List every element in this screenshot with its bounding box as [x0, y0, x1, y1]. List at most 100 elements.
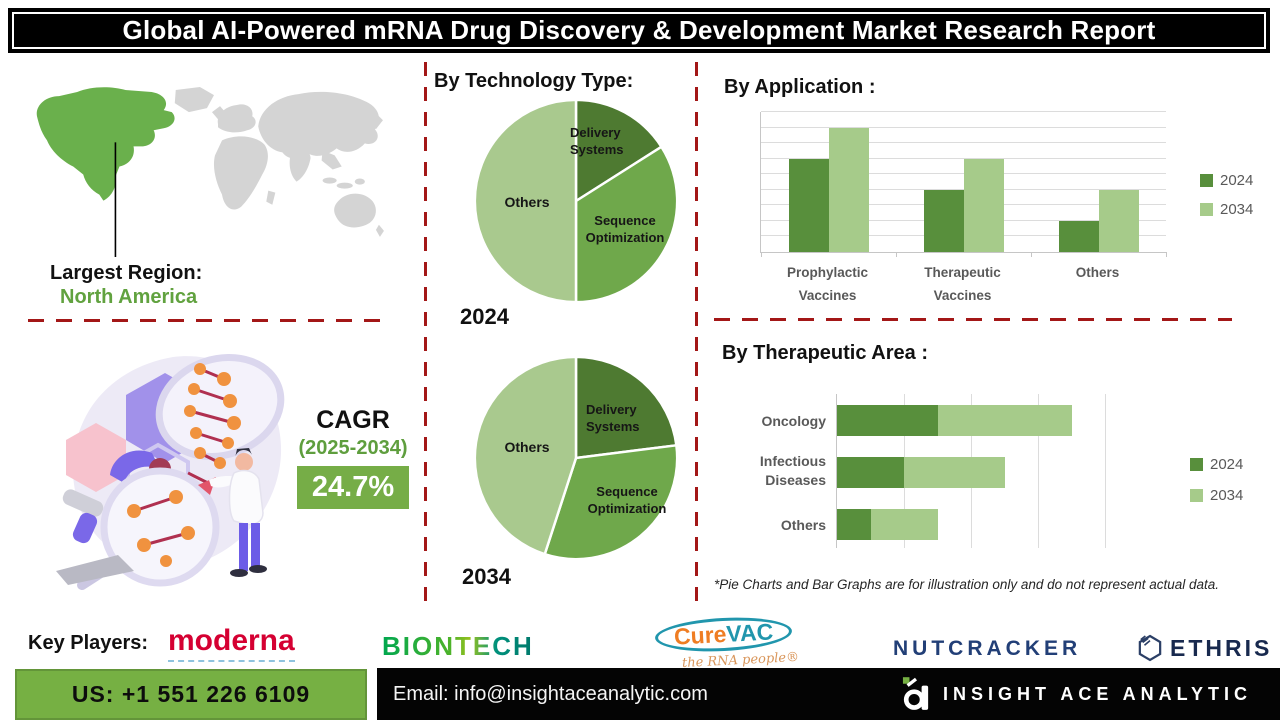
phone-bar[interactable]: US: +1 551 226 6109 [15, 669, 367, 720]
pie-slice-others [473, 355, 578, 556]
gridline [761, 126, 1166, 128]
magnifier-lens-bottom-icon [100, 467, 220, 587]
cagr-label: CAGR [316, 406, 390, 434]
legend-item: 2024 [1200, 172, 1253, 189]
legend-item: 2024 [1190, 456, 1243, 473]
gridline [761, 111, 1166, 112]
axis-tick [1166, 252, 1167, 257]
bar-2024 [1058, 220, 1099, 252]
therapeutic-stacked-bar-chart [836, 394, 1107, 548]
segment-2034 [870, 509, 938, 540]
divider-vertical-1 [424, 62, 427, 602]
robot-claw-icon [110, 450, 160, 483]
bar-2034 [963, 158, 1004, 252]
category-label: Therapeutic Vaccines [924, 265, 1001, 303]
pie-chart-technology-2034: Delivery Systems Sequence Optimization O… [470, 352, 682, 564]
title-border: Global AI-Powered mRNA Drug Discovery & … [12, 12, 1266, 49]
bar-group-prophylactic-vaccines [761, 112, 896, 252]
legend-swatch-2034 [1190, 489, 1203, 502]
microscope-base [56, 555, 134, 585]
insight-ace-analytic-icon [902, 677, 929, 710]
bar-group-therapeutic-vaccines [896, 112, 1031, 252]
largest-region-value: North America [60, 286, 198, 308]
pie-slice-label: Others [504, 194, 550, 210]
category-label: Others [1075, 265, 1120, 280]
email-address[interactable]: Email: info@insightaceanalytic.com [393, 682, 708, 705]
curevac-text-pre: Cure [673, 620, 727, 650]
microscope-arm [72, 512, 98, 544]
legend-item: 2034 [1200, 201, 1253, 218]
largest-region-label: Largest Region: [50, 262, 203, 284]
scientist-figure [198, 448, 267, 577]
divider-right-horizontal [714, 318, 1232, 321]
axis-tick [895, 252, 897, 257]
pie-slice-delivery-systems [574, 98, 663, 203]
map-north-america-highlight [36, 87, 175, 201]
title-bar: Global AI-Powered mRNA Drug Discovery & … [8, 8, 1270, 53]
pie-slice-others [473, 98, 578, 304]
cagr-block: CAGR (2025-2034) 24.7% [288, 406, 418, 509]
pie-slice-sequence-optimization [543, 444, 679, 561]
gridline [761, 157, 1166, 159]
legend-label: 2034 [1210, 487, 1244, 504]
disclaimer-footnote: *Pie Charts and Bar Graphs are for illus… [714, 577, 1220, 592]
cagr-period: (2025-2034) [298, 437, 408, 459]
pie-year-2034: 2034 [462, 564, 511, 589]
moderna-logo: moderna [168, 626, 295, 662]
key-players-label: Key Players: [28, 632, 149, 654]
pie-slice-delivery-systems [574, 355, 678, 460]
gridline [1038, 394, 1039, 548]
application-bar-chart [760, 111, 1167, 257]
legend-swatch-2034 [1200, 203, 1213, 216]
pie-slice-label: Delivery Systems [586, 402, 640, 434]
axis-tick [761, 252, 762, 257]
segment-2024 [837, 509, 871, 540]
pie-slice-label: Sequence Optimization [585, 213, 665, 245]
therapeutic-legend: 2024 2034 [1190, 456, 1243, 504]
phone-number[interactable]: US: +1 551 226 6109 [71, 681, 311, 707]
pie-slice-label: Others [504, 439, 550, 455]
cagr-value-badge: 24.7% [297, 466, 409, 509]
page-title: Global AI-Powered mRNA Drug Discovery & … [122, 15, 1156, 45]
category-label: Prophylactic Vaccines [786, 265, 869, 303]
legend-item: 2034 [1190, 487, 1243, 504]
legend-label: 2024 [1210, 456, 1244, 473]
brand-name: INSIGHT ACE ANALYTIC [942, 683, 1252, 704]
divider-vertical-2 [695, 62, 698, 602]
dna-rungs-lens [133, 495, 189, 547]
ethris-text: ETHRIS [1170, 634, 1273, 661]
pie-slice-label: Delivery Systems [570, 125, 624, 157]
segment-2024 [837, 405, 938, 436]
insight-ace-analytic-brand: INSIGHT ACE ANALYTIC [902, 668, 1252, 720]
ethris-logo: ETHRIS [1138, 634, 1272, 662]
bar-2024 [923, 189, 964, 252]
scientist-dna-illustration [56, 353, 285, 590]
bar-2034 [828, 127, 869, 252]
gridline [761, 142, 1166, 144]
legend-swatch-2024 [1190, 458, 1203, 471]
application-category-labels: Prophylactic Vaccines Therapeutic Vaccin… [760, 262, 1165, 308]
section-heading-application: By Application : [724, 76, 876, 98]
stacked-bar-infectious-diseases [837, 457, 1005, 488]
section-heading-technology: By Technology Type: [434, 70, 634, 92]
bar-group-others [1031, 112, 1166, 252]
application-legend: 2024 2034 [1200, 172, 1253, 218]
category-label: Others [780, 517, 826, 533]
pie-chart-technology-2024: Delivery Systems Sequence Optimization O… [470, 95, 682, 307]
dna-nodes-lens [127, 490, 195, 567]
curevac-oval: CureVAC [654, 614, 793, 655]
legend-label: 2024 [1220, 172, 1254, 189]
section-heading-therapeutic: By Therapeutic Area : [722, 342, 928, 364]
ethris-hexagon-icon [1138, 634, 1162, 662]
segment-2034 [937, 405, 1072, 436]
segment-2034 [904, 457, 1005, 488]
pie-slice-label: Sequence Optimization [587, 484, 667, 516]
microscope-part [62, 489, 104, 517]
category-label: Oncology [761, 413, 826, 429]
pie-year-2024: 2024 [460, 304, 509, 329]
gridline [1105, 394, 1106, 548]
legend-label: 2034 [1220, 201, 1254, 218]
curevac-text-post: VAC [725, 618, 774, 647]
email-bar: Email: info@insightaceanalytic.com INSIG… [377, 668, 1280, 720]
